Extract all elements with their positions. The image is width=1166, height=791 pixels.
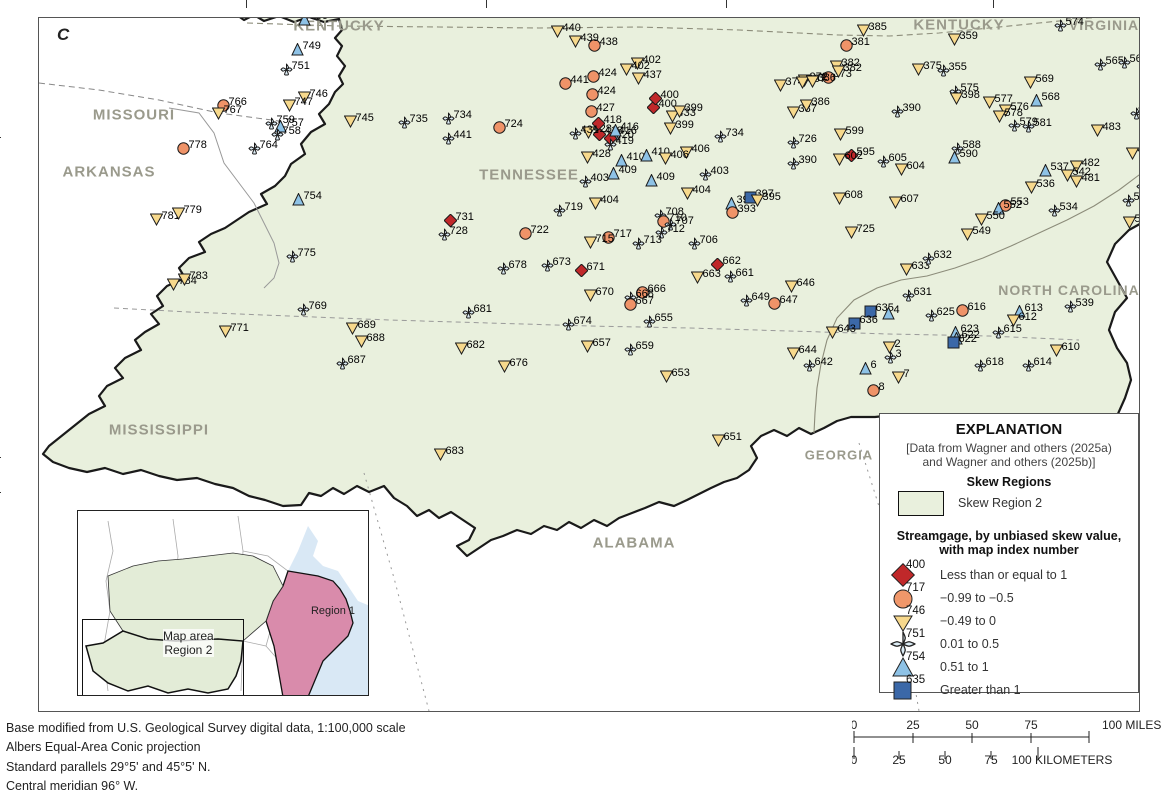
svg-text:25: 25 bbox=[906, 718, 920, 732]
svg-text:100 KILOMETERS: 100 KILOMETERS bbox=[1012, 753, 1113, 767]
svg-text:50: 50 bbox=[965, 718, 979, 732]
svg-text:0: 0 bbox=[852, 753, 858, 767]
svg-text:Region 1: Region 1 bbox=[311, 605, 355, 617]
svg-text:0: 0 bbox=[852, 718, 858, 732]
svg-text:100 MILES: 100 MILES bbox=[1102, 718, 1161, 732]
svg-text:75: 75 bbox=[1024, 718, 1038, 732]
